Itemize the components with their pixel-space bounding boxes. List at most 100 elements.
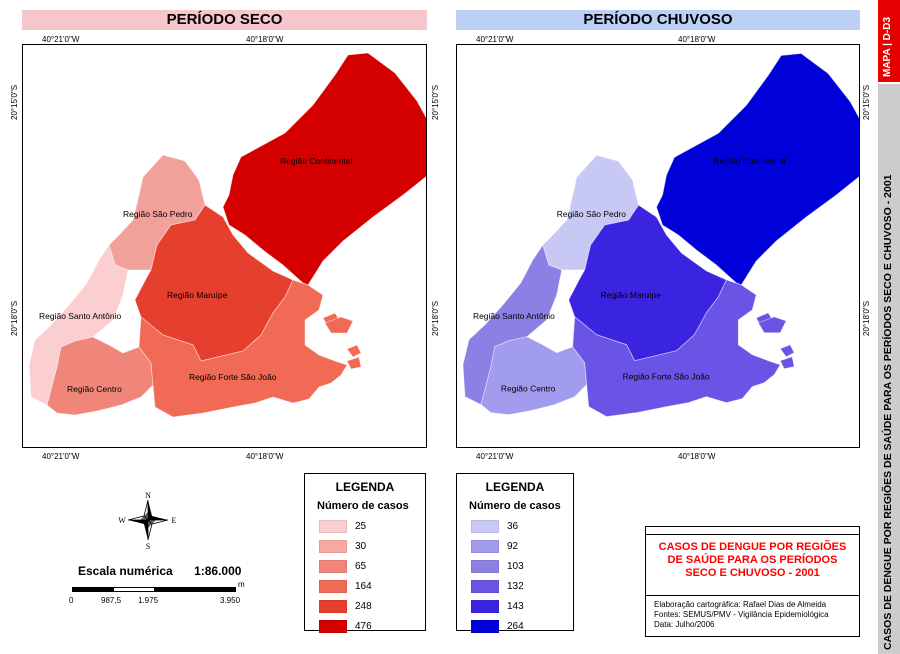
wet-map-title: PERÍODO CHUVOSO [456,10,860,30]
dry-lat-label-1: 20°15'0"S [10,84,19,120]
info-credit-1: Elaboração cartográfica: Rafael Dias de … [654,600,827,609]
dry-label-centro: Região Centro [67,384,122,394]
wet-map-frame: Região Continental Região São Pedro Regi… [456,44,860,448]
legend-dry-value: 30 [355,540,367,552]
scale-unit: m [238,580,245,589]
legend-dry-swatch [319,539,347,553]
legend-wet: LEGENDA Número de casos 36 92 103 132 143 264 [456,473,574,633]
legend-dry-item: 476 [319,616,425,636]
dry-lon-label-top-2: 40°18'0"W [246,35,284,44]
legend-dry: LEGENDA Número de casos 25 30 65 164 248 476 [304,473,426,633]
legend-dry-value: 25 [355,520,367,532]
dry-lon-label-top-1: 40°21'0"W [42,35,80,44]
legend-dry-subtitle: Número de casos [317,500,409,512]
dry-island-4 [346,356,362,370]
side-vertical-title: CASOS DE DENGUE POR REGIÕES DE SAÚDE PAR… [882,174,894,650]
wet-label-maruipe: Região Maruípe [601,290,662,300]
legend-wet-subtitle: Número de casos [469,500,561,512]
wet-island-3 [779,344,795,358]
info-title: CASOS DE DENGUE POR REGIÕES DE SAÚDE PAR… [658,541,847,579]
legend-wet-swatch [471,519,499,533]
map-id-badge: MAPA | D-D3 [878,0,900,82]
scale-bar [72,587,236,592]
legend-wet-value: 143 [507,600,524,612]
wet-lon-label-top-1: 40°21'0"W [476,35,514,44]
legend-wet-item: 36 [471,516,573,536]
wet-lat-label-1: 20°15'0"S [431,84,440,120]
wet-lon-label-bottom-2: 40°18'0"W [678,452,716,461]
legend-wet-item: 132 [471,576,573,596]
info-rule-top [646,534,859,535]
wet-region-centro[interactable] [480,336,588,415]
scale-tick-1: 987,5 [101,596,122,605]
dry-label-continental: Região Continental [280,156,352,166]
legend-wet-swatch [471,619,499,633]
wet-lon-label-bottom-1: 40°21'0"W [476,452,514,461]
legend-wet-value: 264 [507,620,524,632]
info-box: CASOS DE DENGUE POR REGIÕES DE SAÚDE PAR… [645,526,860,637]
scale-tick-3: 3.950 [220,596,241,605]
dry-lat-label-2: 20°18'0"S [10,300,19,336]
scale-tick-0: 0 [69,596,74,605]
wet-lat-label-right-2: 20°18'0"S [862,300,871,336]
legend-dry-swatch [319,579,347,593]
legend-wet-item: 143 [471,596,573,616]
legend-dry-value: 476 [355,620,372,632]
legend-dry-swatch [319,599,347,613]
dry-lon-label-bottom-1: 40°21'0"W [42,452,80,461]
wet-lat-label-right-1: 20°15'0"S [862,84,871,120]
dry-region-continental[interactable] [222,52,427,286]
dry-island-3 [346,344,362,358]
dry-region-centro[interactable] [46,336,154,416]
wet-region-forte-sao-joao[interactable] [572,279,781,417]
compass-w: W [118,516,126,525]
wet-label-centro: Região Centro [501,384,556,394]
info-rule-bottom [646,595,859,596]
legend-dry-item: 25 [319,516,425,536]
legend-wet-item: 103 [471,556,573,576]
info-credit-2: Fontes: SEMUS/PMV - Vigilância Epidemiol… [654,610,829,619]
legend-dry-swatch [319,519,347,533]
legend-wet-value: 92 [507,540,519,552]
legend-wet-swatch [471,559,499,573]
dry-map-frame: Região Continental Região São Pedro Regi… [22,44,427,448]
wet-label-santo-antonio: Região Santo Antônio [473,311,555,321]
wet-label-continental: Região Continental [713,156,785,166]
compass-n: N [145,491,151,500]
map-id-text: MAPA | D-D3 [882,16,893,77]
scale-value: 1:86.000 [194,564,242,578]
legend-dry-item: 164 [319,576,425,596]
legend-wet-swatch [471,539,499,553]
legend-dry-item: 65 [319,556,425,576]
dry-region-forte-sao-joao[interactable] [138,279,348,418]
legend-dry-value: 164 [355,580,372,592]
dry-label-forte-sao-joao: Região Forte São João [189,372,277,382]
wet-map-svg: Região Continental Região São Pedro Regi… [462,53,860,417]
wet-island-4 [779,356,795,370]
legend-dry-item: 248 [319,596,425,616]
info-credits: Elaboração cartográfica: Rafael Dias de … [654,600,829,630]
info-credit-3: Data: Julho/2006 [654,620,715,629]
legend-wet-title: LEGENDA [485,480,545,494]
legend-dry-items: 25 30 65 164 248 476 [319,516,425,636]
legend-wet-swatch [471,579,499,593]
dry-label-sao-pedro: Região São Pedro [123,209,193,219]
wet-lat-label-2: 20°18'0"S [431,300,440,336]
scale-label: Escala numérica [78,564,173,578]
legend-dry-value: 65 [355,560,367,572]
wet-island-2 [757,316,787,334]
scale-tick-2: 1.975 [138,596,159,605]
dry-island-2 [324,316,354,334]
compass-rose: N S W E [118,490,178,551]
legend-dry-swatch [319,619,347,633]
wet-label-sao-pedro: Região São Pedro [557,209,626,219]
legend-dry-title: LEGENDA [335,480,395,494]
legend-wet-swatch [471,599,499,613]
legend-dry-value: 248 [355,600,372,612]
legend-wet-items: 36 92 103 132 143 264 [471,516,573,636]
legend-wet-value: 36 [507,520,519,532]
wet-lon-label-top-2: 40°18'0"W [678,35,716,44]
legend-wet-value: 103 [507,560,524,572]
wet-region-continental[interactable] [656,53,860,286]
legend-wet-item: 92 [471,536,573,556]
